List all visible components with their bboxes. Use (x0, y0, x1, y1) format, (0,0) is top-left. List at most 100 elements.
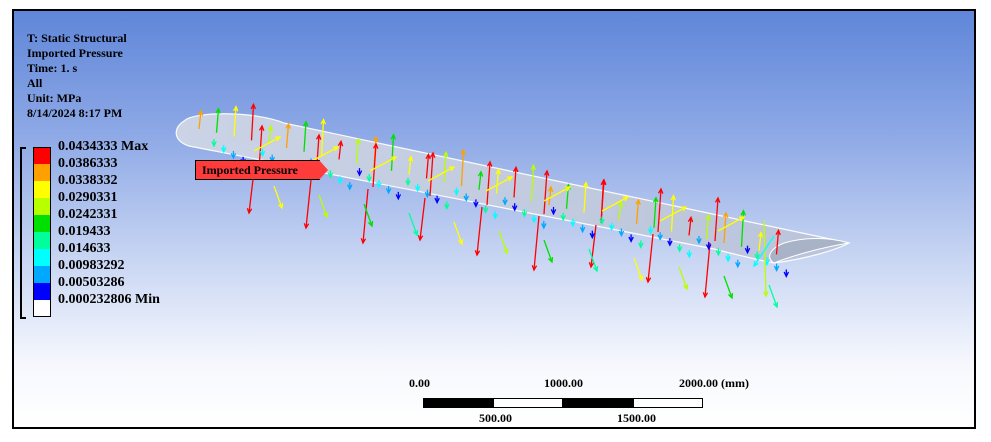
pressure-arrow (753, 235, 775, 267)
wing-tip (769, 238, 850, 264)
pressure-arrow-head (414, 185, 421, 193)
legend-label: 0.0338332 (58, 173, 118, 188)
legend-swatch (33, 215, 51, 232)
pressure-arrow-head (702, 292, 709, 299)
pressure-arrow-head (530, 163, 537, 171)
legend-row: 0.014633 (33, 241, 208, 266)
pressure-arrow-head (682, 283, 689, 291)
pressure-arrow-head (474, 250, 481, 257)
legend-label: 0.000232806 Min (58, 292, 160, 307)
pressure-arrow (775, 230, 780, 255)
pressure-arrow-head (232, 105, 239, 112)
pressure-arrow-head (376, 182, 382, 189)
pressure-arrow (311, 146, 339, 162)
pressure-arrow (588, 248, 598, 272)
pressure-arrow (198, 110, 202, 130)
pressure-arrow-head (670, 194, 677, 201)
pressure-arrow (530, 165, 535, 202)
time-value: Time: 1. s (27, 61, 78, 75)
legend-swatch (33, 198, 51, 215)
wing-model[interactable] (14, 11, 976, 429)
pressure-arrow (443, 152, 447, 183)
pressure-arrow-head (657, 187, 664, 194)
pressure-arrow-head (347, 184, 353, 191)
pressure-arrow (460, 149, 465, 187)
pressure-arrow (419, 197, 426, 241)
pressure-arrow-head (502, 199, 508, 206)
pressure-arrow-head (460, 148, 467, 155)
pressure-arrow (363, 203, 373, 227)
pressure-arrow-head (277, 202, 284, 210)
pressure-arrow-head (211, 141, 217, 148)
pressure-arrow-head (285, 122, 291, 129)
legend-swatch (33, 266, 51, 283)
pressure-arrow-head (477, 170, 484, 177)
pressure-arrow-head (740, 209, 747, 216)
pressure-arrow-head (258, 124, 265, 131)
pressure-arrow-head (250, 102, 257, 110)
pressure-arrow (583, 182, 587, 213)
pressure-arrow-head (599, 218, 605, 226)
pressure-arrow (390, 134, 395, 171)
pressure-arrow (543, 239, 553, 263)
pressure-arrow-head (686, 252, 693, 259)
pressure-arrow-head (531, 265, 538, 272)
legend-label: 0.0242331 (58, 207, 118, 222)
color-legend[interactable]: 0.0434333 Max 0.0386333 0.0338332 0.0290331… (20, 139, 200, 322)
pressure-arrow-head (429, 151, 436, 158)
pressure-arrow-head (390, 133, 397, 140)
pressure-arrow-head (722, 211, 729, 218)
pressure-arrow-head (763, 291, 769, 298)
pressure-arrow-head (687, 215, 694, 223)
graphics-viewport[interactable]: T: Static Structural Imported Pressure T… (12, 9, 976, 429)
pressure-arrow-head (332, 146, 340, 152)
pressure-arrow-head (355, 137, 361, 145)
pressure-arrow-head (550, 209, 557, 216)
pressure-arrow (408, 212, 418, 236)
pressure-arrow-head (657, 234, 663, 241)
pressure-arrow (427, 166, 455, 182)
legend-label: 0.0290331 (58, 190, 118, 205)
pressure-arrow-head (531, 217, 537, 224)
pressure-arrow-head (424, 191, 431, 199)
pressure-arrow (548, 186, 552, 206)
pressure-arrow-head (638, 242, 644, 249)
pressure-arrow (717, 216, 745, 232)
scale-label-2000: 2000.00 (mm) (679, 376, 749, 390)
pressure-arrow-head (783, 271, 790, 278)
pressure-arrow-head (453, 189, 460, 196)
result-info: T: Static Structural Imported Pressure T… (27, 31, 127, 121)
pressure-arrow (653, 197, 657, 228)
pressure-arrow-head (547, 185, 554, 192)
pressure-arrow (425, 154, 430, 179)
pressure-arrow (408, 156, 412, 175)
pressure-arrow-head (617, 200, 624, 208)
pressure-arrow (369, 156, 397, 172)
pressure-arrow (318, 194, 328, 218)
pressure-arrow-head (197, 109, 204, 116)
legend-swatch (33, 249, 51, 266)
pressure-arrow (362, 188, 369, 244)
timestamp: 8/14/2024 8:17 PM (27, 106, 123, 120)
legend-label: 0.014633 (58, 241, 111, 256)
pressure-arrow-head (547, 256, 554, 264)
scale-label-0: 0.00 (409, 376, 430, 390)
pressure-arrow-head (434, 197, 440, 205)
pressure-arrow-head (705, 213, 711, 221)
legend-label: 0.0434333 Max (58, 139, 149, 154)
pressure-arrow-head (405, 180, 411, 187)
legend-row: 0.0290331 (33, 190, 208, 215)
pressure-arrow-head (753, 260, 759, 268)
pressure-arrow-head (473, 201, 479, 208)
imported-pressure-callout[interactable]: Imported Pressure (195, 160, 320, 180)
pressure-arrow-head (407, 155, 414, 162)
pressure-arrow (688, 217, 692, 236)
pressure-arrow (453, 221, 463, 245)
pressure-arrow-head (696, 238, 702, 245)
pressure-arrow (601, 196, 629, 212)
pressure-arrow-head (775, 228, 781, 236)
legend-label: 0.00503286 (58, 275, 125, 290)
pressure-arrow-head (444, 203, 450, 211)
pressure-arrow (320, 119, 325, 156)
pressure-arrow (657, 188, 662, 233)
